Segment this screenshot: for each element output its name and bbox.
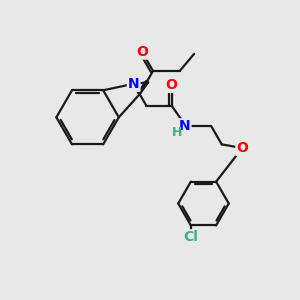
Text: H: H: [171, 126, 182, 140]
Text: N: N: [179, 119, 190, 134]
Text: O: O: [166, 78, 178, 92]
Text: O: O: [136, 45, 148, 58]
Text: N: N: [128, 77, 140, 91]
Text: O: O: [236, 141, 248, 155]
Text: Cl: Cl: [183, 230, 198, 244]
